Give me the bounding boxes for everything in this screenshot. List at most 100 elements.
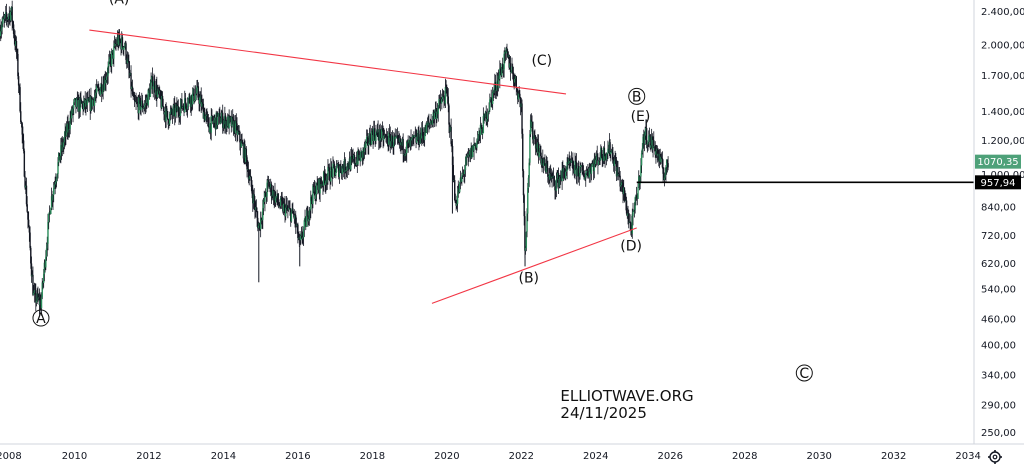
candle-body xyxy=(290,212,293,222)
candle-body xyxy=(452,164,454,181)
candle-body xyxy=(498,75,500,80)
candle-body xyxy=(356,159,359,165)
candle-body xyxy=(394,136,396,140)
candle-body xyxy=(365,141,367,149)
candle-body xyxy=(272,189,275,201)
time-tick-label: 2014 xyxy=(211,451,236,462)
candle-series xyxy=(0,0,669,316)
wave-label: (B) xyxy=(518,270,539,286)
candle-body xyxy=(385,135,387,137)
candle-body xyxy=(595,154,598,160)
candle-body xyxy=(58,152,61,161)
candle-body xyxy=(469,150,471,155)
candle-body xyxy=(587,170,589,175)
wave-label-circle xyxy=(795,364,813,382)
candle-body xyxy=(518,93,520,95)
candle-body xyxy=(404,154,407,157)
candle-body xyxy=(640,153,643,166)
price-tick-label: 620,00 xyxy=(981,259,1016,270)
candle-body xyxy=(232,116,234,119)
candle-body xyxy=(468,153,470,155)
candle-body xyxy=(47,222,49,244)
candle-body xyxy=(186,106,189,110)
candle-body xyxy=(380,138,382,141)
candle-body xyxy=(569,161,571,163)
wave-label-text: (A) xyxy=(109,0,130,8)
candle-body xyxy=(390,135,393,142)
candle-body xyxy=(451,145,454,165)
candle-body xyxy=(617,174,620,176)
candle-body xyxy=(386,136,389,144)
candle-body xyxy=(39,300,41,306)
candle-body xyxy=(300,235,302,241)
candle-body xyxy=(428,123,431,125)
candle-body xyxy=(93,99,95,106)
candle-body xyxy=(483,114,485,117)
candle-body xyxy=(509,63,511,68)
candle-body xyxy=(219,112,221,124)
candle-body xyxy=(113,46,115,59)
candle-body xyxy=(474,144,476,146)
candle-body xyxy=(455,203,457,206)
trendline[interactable] xyxy=(89,29,567,95)
candle-body xyxy=(3,18,5,20)
candle-body xyxy=(464,170,466,175)
candle-body xyxy=(408,140,410,143)
candle-body xyxy=(138,97,140,114)
candle-body xyxy=(593,158,596,172)
candle-body xyxy=(328,167,331,181)
trendline-group[interactable] xyxy=(89,29,637,304)
candle-body xyxy=(29,232,31,248)
candle-body xyxy=(549,173,551,180)
candle-body xyxy=(643,136,645,144)
candle-body xyxy=(252,193,254,204)
candle-body xyxy=(102,84,104,92)
candle-body xyxy=(345,170,347,172)
candle-body xyxy=(353,155,356,164)
candle-body xyxy=(84,98,86,107)
candle-body xyxy=(130,73,132,90)
time-axis[interactable]: 2008 2010 2012 2014 2016 2018 2020 2022 2024 2026… xyxy=(0,451,981,462)
candle-body xyxy=(10,11,12,21)
candle-body xyxy=(410,138,412,141)
candle-body xyxy=(495,90,497,92)
candle-body xyxy=(665,167,667,174)
candle-body xyxy=(641,148,644,154)
candle-body xyxy=(579,166,581,178)
candle-body xyxy=(423,135,425,141)
candle-body xyxy=(343,159,346,173)
price-axis[interactable]: 2.400,00 2.000,00 1.700,00 1.400,00 1.200,00… xyxy=(981,7,1024,439)
candle-body xyxy=(276,193,278,199)
candle-body xyxy=(383,135,385,141)
candle-body xyxy=(54,184,56,185)
candle-body xyxy=(486,119,488,122)
candle-body xyxy=(156,85,158,98)
candle-body xyxy=(163,112,166,115)
candle-body xyxy=(15,40,18,53)
candle-body xyxy=(589,167,591,169)
candle-body xyxy=(310,197,312,210)
candle-body xyxy=(426,123,429,126)
trendline[interactable] xyxy=(431,227,637,304)
candle-body xyxy=(517,91,519,100)
candle-body xyxy=(92,99,94,101)
candle-body xyxy=(400,142,402,146)
candle-body xyxy=(303,220,306,230)
candle-body xyxy=(140,106,142,111)
candle-body xyxy=(161,95,163,108)
candle-body xyxy=(385,135,388,137)
gear-icon[interactable] xyxy=(988,450,1002,464)
candle-body xyxy=(125,43,127,60)
candle-body xyxy=(81,103,84,105)
candle-body xyxy=(657,153,659,157)
candle-body xyxy=(49,212,51,215)
candle-body xyxy=(205,114,207,117)
candle-body xyxy=(316,182,318,186)
candle-body xyxy=(309,209,311,212)
candle-body xyxy=(600,147,603,157)
candle-body xyxy=(271,195,273,197)
candle-body xyxy=(633,209,635,212)
candle-body xyxy=(96,85,99,88)
candle-body xyxy=(131,86,133,90)
